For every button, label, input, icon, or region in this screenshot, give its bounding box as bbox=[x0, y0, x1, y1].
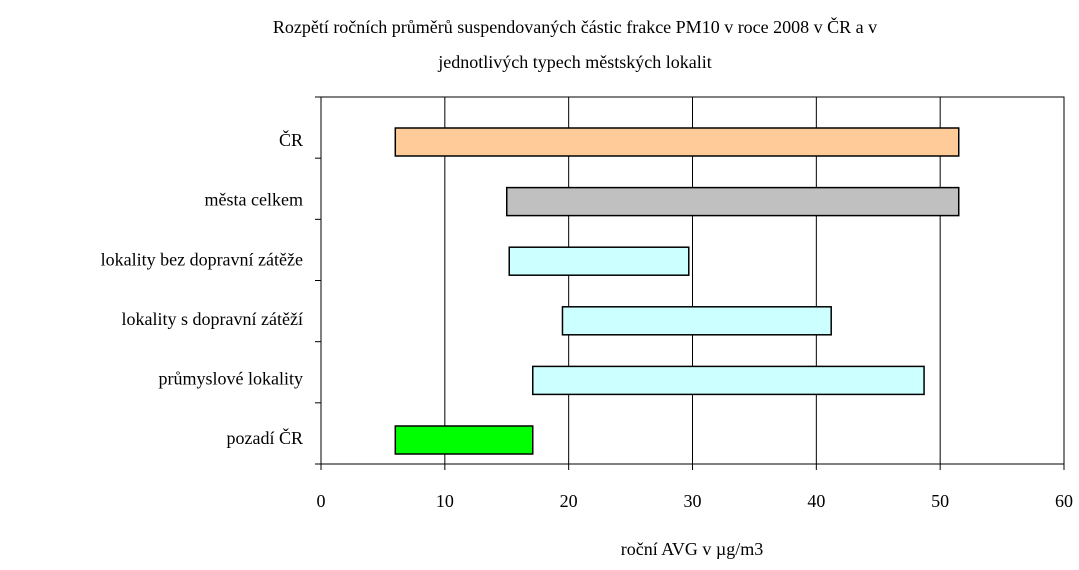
x-axis-label: roční AVG v µg/m3 bbox=[621, 539, 764, 559]
bar bbox=[394, 127, 960, 157]
bar bbox=[561, 306, 832, 336]
x-tick-label: 30 bbox=[684, 491, 702, 511]
bar bbox=[532, 365, 925, 396]
chart-title: jednotlivých typech městských lokalit bbox=[437, 52, 711, 72]
y-tick-label: města celkem bbox=[205, 190, 303, 210]
x-tick-label: 40 bbox=[807, 491, 825, 511]
chart-title: Rozpětí ročních průměrů suspendovaných č… bbox=[273, 16, 877, 37]
x-tick-label: 0 bbox=[317, 491, 326, 511]
x-tick-label: 10 bbox=[436, 491, 454, 511]
bar bbox=[508, 246, 690, 276]
x-tick-label: 60 bbox=[1055, 491, 1073, 511]
y-tick-label: pozadí ČR bbox=[227, 427, 304, 448]
y-tick-label: ČR bbox=[279, 129, 303, 150]
y-tick-label: lokality bez dopravní zátěže bbox=[101, 249, 303, 269]
bar bbox=[394, 425, 534, 455]
bar bbox=[506, 186, 960, 217]
y-tick-label: průmyslové lokality bbox=[159, 369, 303, 389]
x-tick-label: 20 bbox=[560, 491, 578, 511]
x-tick-label: 50 bbox=[931, 491, 949, 511]
y-tick-label: lokality s dopravní zátěží bbox=[122, 309, 303, 329]
